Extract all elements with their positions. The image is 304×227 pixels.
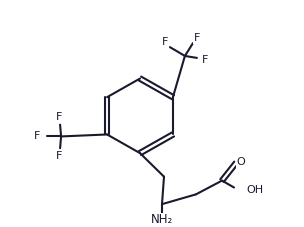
Text: NH₂: NH₂ — [151, 213, 173, 226]
Text: F: F — [194, 33, 200, 43]
Text: F: F — [34, 131, 40, 141]
Text: OH: OH — [246, 185, 263, 195]
Text: F: F — [56, 151, 62, 161]
Text: F: F — [202, 55, 208, 65]
Text: F: F — [56, 112, 62, 122]
Text: F: F — [162, 37, 168, 47]
Text: O: O — [237, 157, 245, 167]
